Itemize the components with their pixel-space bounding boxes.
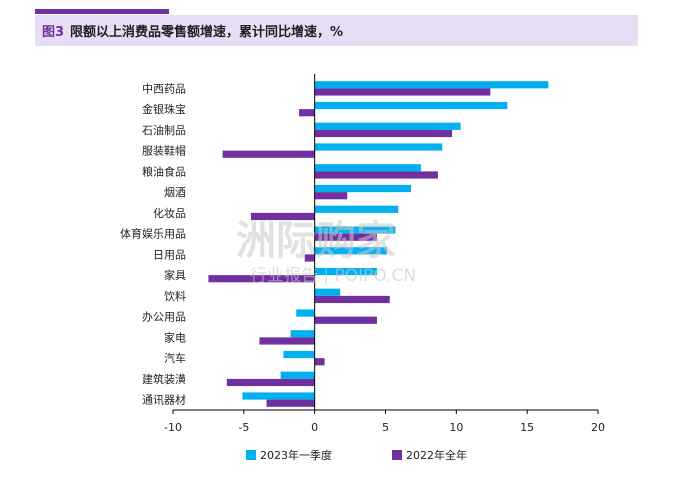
x-tick-label-5: 15 xyxy=(520,421,534,434)
category-label-5: 烟酒 xyxy=(164,185,186,199)
bar-series2-11 xyxy=(314,316,377,324)
legend-item-series1: 2023年一季度 xyxy=(246,447,332,463)
legend-label-series2: 2022年全年 xyxy=(406,449,467,462)
chart-title-bar: 图3 限额以上消费品零售额增速，累计同比增速，% xyxy=(35,15,638,46)
bar-series2-8 xyxy=(304,254,315,262)
x-tick-label-1: -5 xyxy=(238,421,249,434)
bar-series2-2 xyxy=(314,129,453,138)
x-tick-label-3: 5 xyxy=(382,421,389,434)
watermark-subtext: 行业报告 | POIPO.CN xyxy=(250,266,416,286)
bar-series2-9 xyxy=(208,275,315,283)
bar-series1-10 xyxy=(314,288,341,296)
bar-series2-1 xyxy=(299,109,315,117)
bar-series1-1 xyxy=(314,101,508,110)
bar-series1-4 xyxy=(314,164,421,172)
bar-series1-14 xyxy=(280,371,315,379)
bar-series2-6 xyxy=(250,212,315,221)
category-label-15: 通讯器材 xyxy=(142,393,186,407)
bar-series2-13 xyxy=(314,358,325,366)
bar-series2-10 xyxy=(314,295,390,304)
category-label-11: 办公用品 xyxy=(142,311,186,324)
bar-series2-3 xyxy=(222,150,315,158)
category-label-3: 服装鞋帽 xyxy=(142,144,186,158)
bar-series2-0 xyxy=(314,88,491,96)
legend-swatch-series2 xyxy=(392,450,402,460)
bar-series2-5 xyxy=(314,192,348,200)
category-label-9: 家具 xyxy=(164,268,186,282)
category-label-1: 金银珠宝 xyxy=(142,102,186,116)
x-tick-label-6: 20 xyxy=(591,421,605,434)
bar-series2-7 xyxy=(314,233,377,241)
figure-tag: 图3 xyxy=(42,25,65,40)
category-label-13: 汽车 xyxy=(164,351,186,365)
header-accent-bar xyxy=(35,9,169,14)
chart-title: 限额以上消费品零售额增速，累计同比增速，% xyxy=(70,25,344,40)
category-label-14: 建筑装潢 xyxy=(142,372,186,386)
bar-series1-11 xyxy=(296,309,315,317)
category-label-6: 化妆品 xyxy=(153,206,186,220)
category-label-4: 粮油食品 xyxy=(142,164,186,178)
legend-item-series2: 2022年全年 xyxy=(392,447,467,463)
watermark-text: 洲际购家 xyxy=(236,218,396,264)
legend-swatch-series1 xyxy=(246,450,256,460)
bar-series1-12 xyxy=(290,330,315,338)
bar-series2-15 xyxy=(266,399,315,407)
bar-series1-9 xyxy=(314,267,377,276)
x-tick-label-4: 10 xyxy=(449,421,463,434)
category-label-10: 饮料 xyxy=(164,289,186,303)
bar-series1-13 xyxy=(283,350,315,359)
bar-series2-12 xyxy=(259,337,315,345)
bar-series1-0 xyxy=(314,81,549,89)
bar-series2-14 xyxy=(226,378,315,387)
bar-series1-15 xyxy=(242,392,315,400)
category-label-7: 体育娱乐用品 xyxy=(120,227,186,241)
bar-series1-3 xyxy=(314,143,443,151)
legend-label-series1: 2023年一季度 xyxy=(260,449,332,462)
category-label-12: 家电 xyxy=(164,330,186,344)
bar-series1-8 xyxy=(314,247,387,255)
bar-series1-6 xyxy=(314,205,399,213)
bar-series1-2 xyxy=(314,122,461,130)
x-tick-label-0: -10 xyxy=(164,421,182,434)
bar-series1-5 xyxy=(314,184,411,193)
bar-series2-4 xyxy=(314,171,438,179)
category-label-2: 石油制品 xyxy=(142,123,186,137)
legend: 2023年一季度 2022年全年 xyxy=(0,447,696,465)
category-label-0: 中西药品 xyxy=(142,82,186,95)
x-tick-label-2: 0 xyxy=(311,421,318,434)
category-label-8: 日用品 xyxy=(153,248,186,261)
bar-series1-7 xyxy=(314,226,396,234)
